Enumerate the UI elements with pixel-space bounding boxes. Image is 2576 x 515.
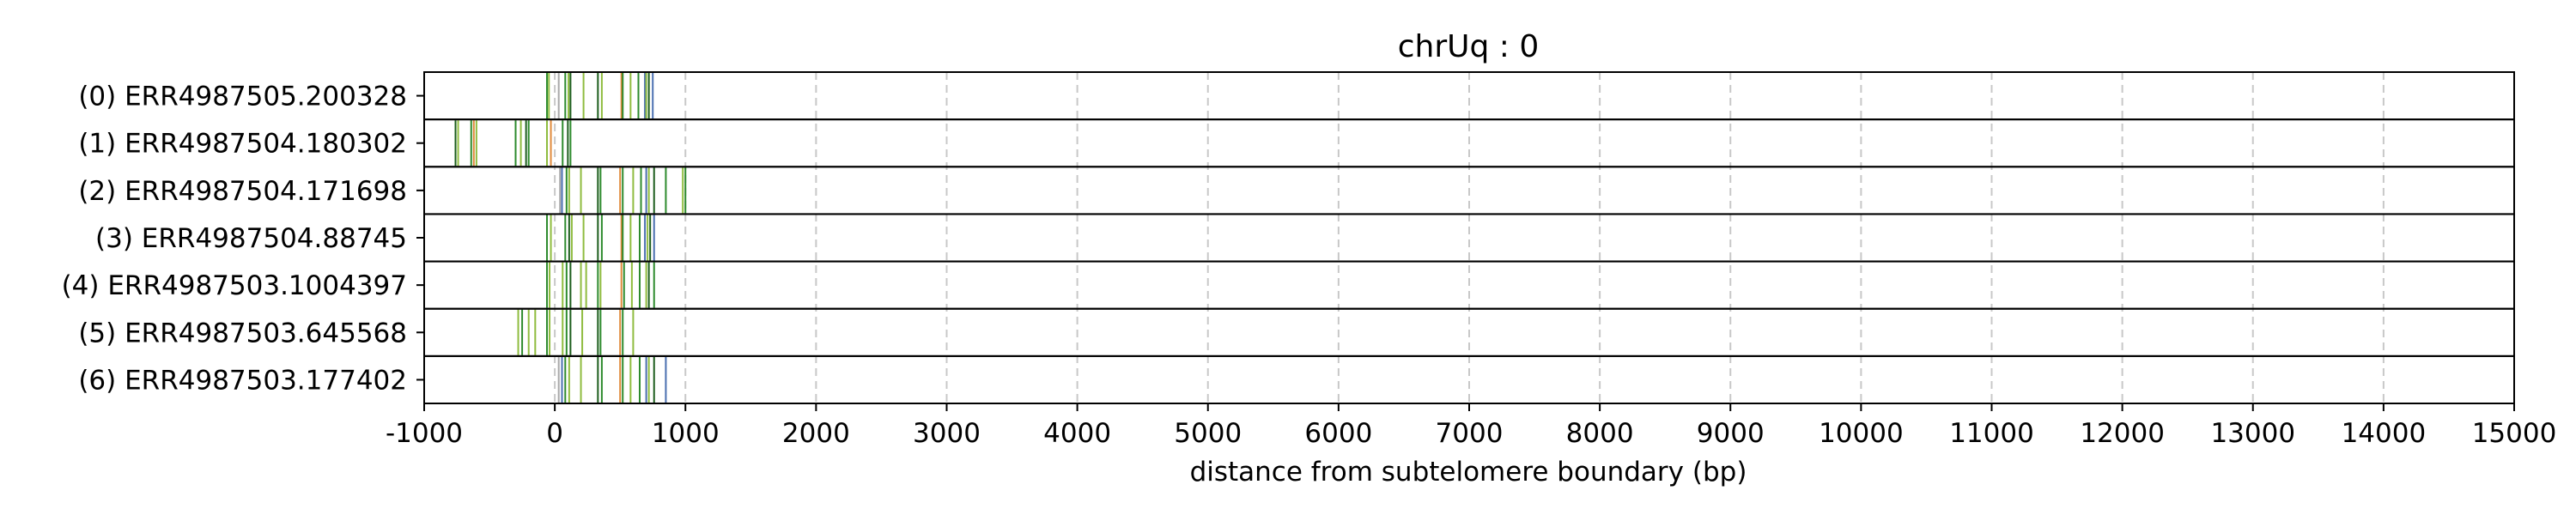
x-tick-label-5: 4000 (1043, 418, 1111, 449)
x-tick-label-3: 2000 (782, 418, 850, 449)
x-axis: -1000 0 1000 2000 3000 4000 5000 6000 7000 8000 90… (386, 403, 2556, 449)
grid-lines (423, 72, 2515, 403)
x-tick-label-13: 12000 (2080, 418, 2165, 449)
row-label-4: (4) ERR4987503.1004397 (62, 270, 407, 301)
x-tick-label-7: 6000 (1304, 418, 1372, 449)
row-label-1: (1) ERR4987504.180302 (78, 129, 407, 160)
row-label-2: (2) ERR4987504.171698 (78, 176, 407, 207)
x-tick-label-11: 10000 (1819, 418, 1904, 449)
x-tick-label-6: 5000 (1174, 418, 1242, 449)
x-tick-label-8: 7000 (1436, 418, 1504, 449)
x-tick-label-9: 8000 (1566, 418, 1634, 449)
row-label-5: (5) ERR4987503.645568 (78, 318, 407, 348)
x-tick-label-1: 0 (546, 418, 563, 449)
chart-title: chrUq : 0 (1398, 29, 1540, 64)
read-marks (454, 73, 687, 403)
x-tick-label-0: -1000 (386, 418, 463, 449)
x-tick-label-12: 11000 (1949, 418, 2034, 449)
row-label-0: (0) ERR4987505.200328 (78, 82, 407, 112)
x-tick-label-4: 3000 (913, 418, 981, 449)
x-tick-label-2: 1000 (652, 418, 720, 449)
x-tick-label-14: 13000 (2210, 418, 2295, 449)
read-rows: (0) ERR4987505.200328 (1) ERR4987504.1803… (62, 71, 2515, 405)
x-tick-label-16: 15000 (2472, 418, 2557, 449)
x-tick-label-15: 14000 (2342, 418, 2427, 449)
row-label-6: (6) ERR4987503.177402 (78, 365, 407, 396)
row-label-3: (3) ERR4987504.88745 (95, 223, 407, 254)
x-tick-label-10: 9000 (1697, 418, 1765, 449)
x-axis-label: distance from subtelomere boundary (bp) (1190, 457, 1747, 488)
